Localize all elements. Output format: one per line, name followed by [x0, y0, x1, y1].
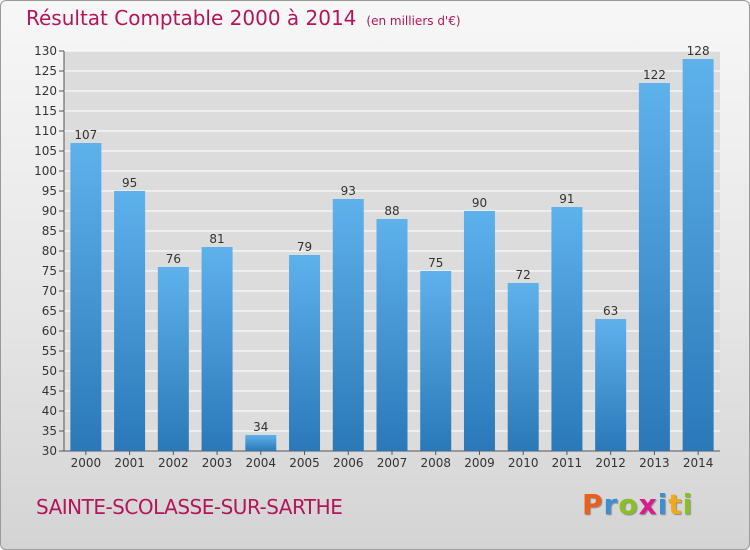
- y-tick-label: 65: [42, 304, 57, 318]
- data-label: 93: [341, 184, 356, 198]
- logo-letter: P: [582, 488, 604, 521]
- x-tick-label: 2001: [114, 456, 145, 470]
- bar: [157, 267, 189, 451]
- bar: [376, 219, 408, 451]
- y-tick-label: 55: [42, 344, 57, 358]
- y-tick-label: 50: [42, 364, 57, 378]
- data-labels: 107 95 76 81 34 79 93 88 75 90 72 91 63 122 128: [74, 44, 709, 434]
- x-tick-label: 2002: [158, 456, 189, 470]
- logo-letter: o: [618, 488, 639, 521]
- y-tick-label: 85: [42, 224, 57, 238]
- data-label: 75: [428, 256, 443, 270]
- data-label: 91: [559, 192, 574, 206]
- proxiti-logo: Proxiti: [582, 488, 693, 521]
- y-tick-label: 110: [34, 124, 57, 138]
- bars: [70, 59, 714, 451]
- y-tick-label: 80: [42, 244, 57, 258]
- x-tick-label: 2000: [71, 456, 102, 470]
- y-tick-label: 30: [42, 444, 57, 458]
- y-tick-label: 70: [42, 284, 57, 298]
- x-tick-label: 2014: [683, 456, 714, 470]
- logo-letter: i: [657, 488, 669, 521]
- data-label: 76: [166, 252, 181, 266]
- y-tick-label: 115: [34, 104, 57, 118]
- y-tick-label: 125: [34, 64, 57, 78]
- x-tick-label: 2005: [289, 456, 320, 470]
- y-tick-label: 120: [34, 84, 57, 98]
- chart-subtitle: (en milliers d'€): [366, 14, 461, 28]
- data-label: 107: [74, 128, 97, 142]
- data-label: 128: [687, 44, 710, 58]
- y-tick-label: 35: [42, 424, 57, 438]
- bar: [245, 435, 277, 451]
- x-tick-label: 2010: [508, 456, 539, 470]
- data-label: 95: [122, 176, 137, 190]
- data-label: 34: [253, 420, 268, 434]
- bar: [507, 283, 539, 451]
- y-tick-label: 60: [42, 324, 57, 338]
- bar: [420, 271, 452, 451]
- chart-title-main: Résultat Comptable 2000 à 2014: [26, 6, 357, 30]
- y-tick-label: 130: [34, 44, 57, 58]
- data-label: 90: [472, 196, 487, 210]
- bar: [595, 319, 627, 451]
- logo-letter: x: [638, 488, 658, 521]
- y-tick-label: 45: [42, 384, 57, 398]
- bar: [114, 191, 146, 451]
- x-tick-label: 2007: [377, 456, 408, 470]
- logo-letter: t: [668, 488, 683, 521]
- x-tick-label: 2012: [595, 456, 626, 470]
- y-tick-label: 90: [42, 204, 57, 218]
- y-tick-label: 105: [34, 144, 57, 158]
- bar: [201, 247, 233, 451]
- y-tick-label: 75: [42, 264, 57, 278]
- bar: [332, 199, 364, 451]
- bar: [682, 59, 714, 451]
- bar: [638, 83, 670, 451]
- chart-title: Résultat Comptable 2000 à 2014 (en millie…: [26, 6, 461, 30]
- data-label: 79: [297, 240, 312, 254]
- x-tick-label: 2009: [464, 456, 495, 470]
- logo-letter: i: [682, 488, 694, 521]
- x-tick-label: 2006: [333, 456, 364, 470]
- logo-letter: r: [603, 488, 619, 521]
- bar: [289, 255, 321, 451]
- bar: [551, 207, 583, 451]
- y-tick-label: 95: [42, 184, 57, 198]
- data-label: 81: [209, 232, 224, 246]
- x-tick-label: 2013: [639, 456, 670, 470]
- data-label: 72: [516, 268, 531, 282]
- y-tick-label: 40: [42, 404, 57, 418]
- axes: 30 35 40 45 50 55 60 65 70 75 80 85 90 95 100 105 110 115…: [34, 44, 720, 470]
- data-label: 88: [384, 204, 399, 218]
- data-label: 63: [603, 304, 618, 318]
- y-tick-label: 100: [34, 164, 57, 178]
- bar: [463, 211, 495, 451]
- bar: [70, 143, 102, 451]
- x-tick-label: 2011: [552, 456, 583, 470]
- data-label: 122: [643, 68, 666, 82]
- commune-name: SAINTE-SCOLASSE-SUR-SARTHE: [36, 495, 343, 519]
- x-tick-label: 2004: [246, 456, 277, 470]
- x-tick-label: 2003: [202, 456, 233, 470]
- x-tick-label: 2008: [420, 456, 451, 470]
